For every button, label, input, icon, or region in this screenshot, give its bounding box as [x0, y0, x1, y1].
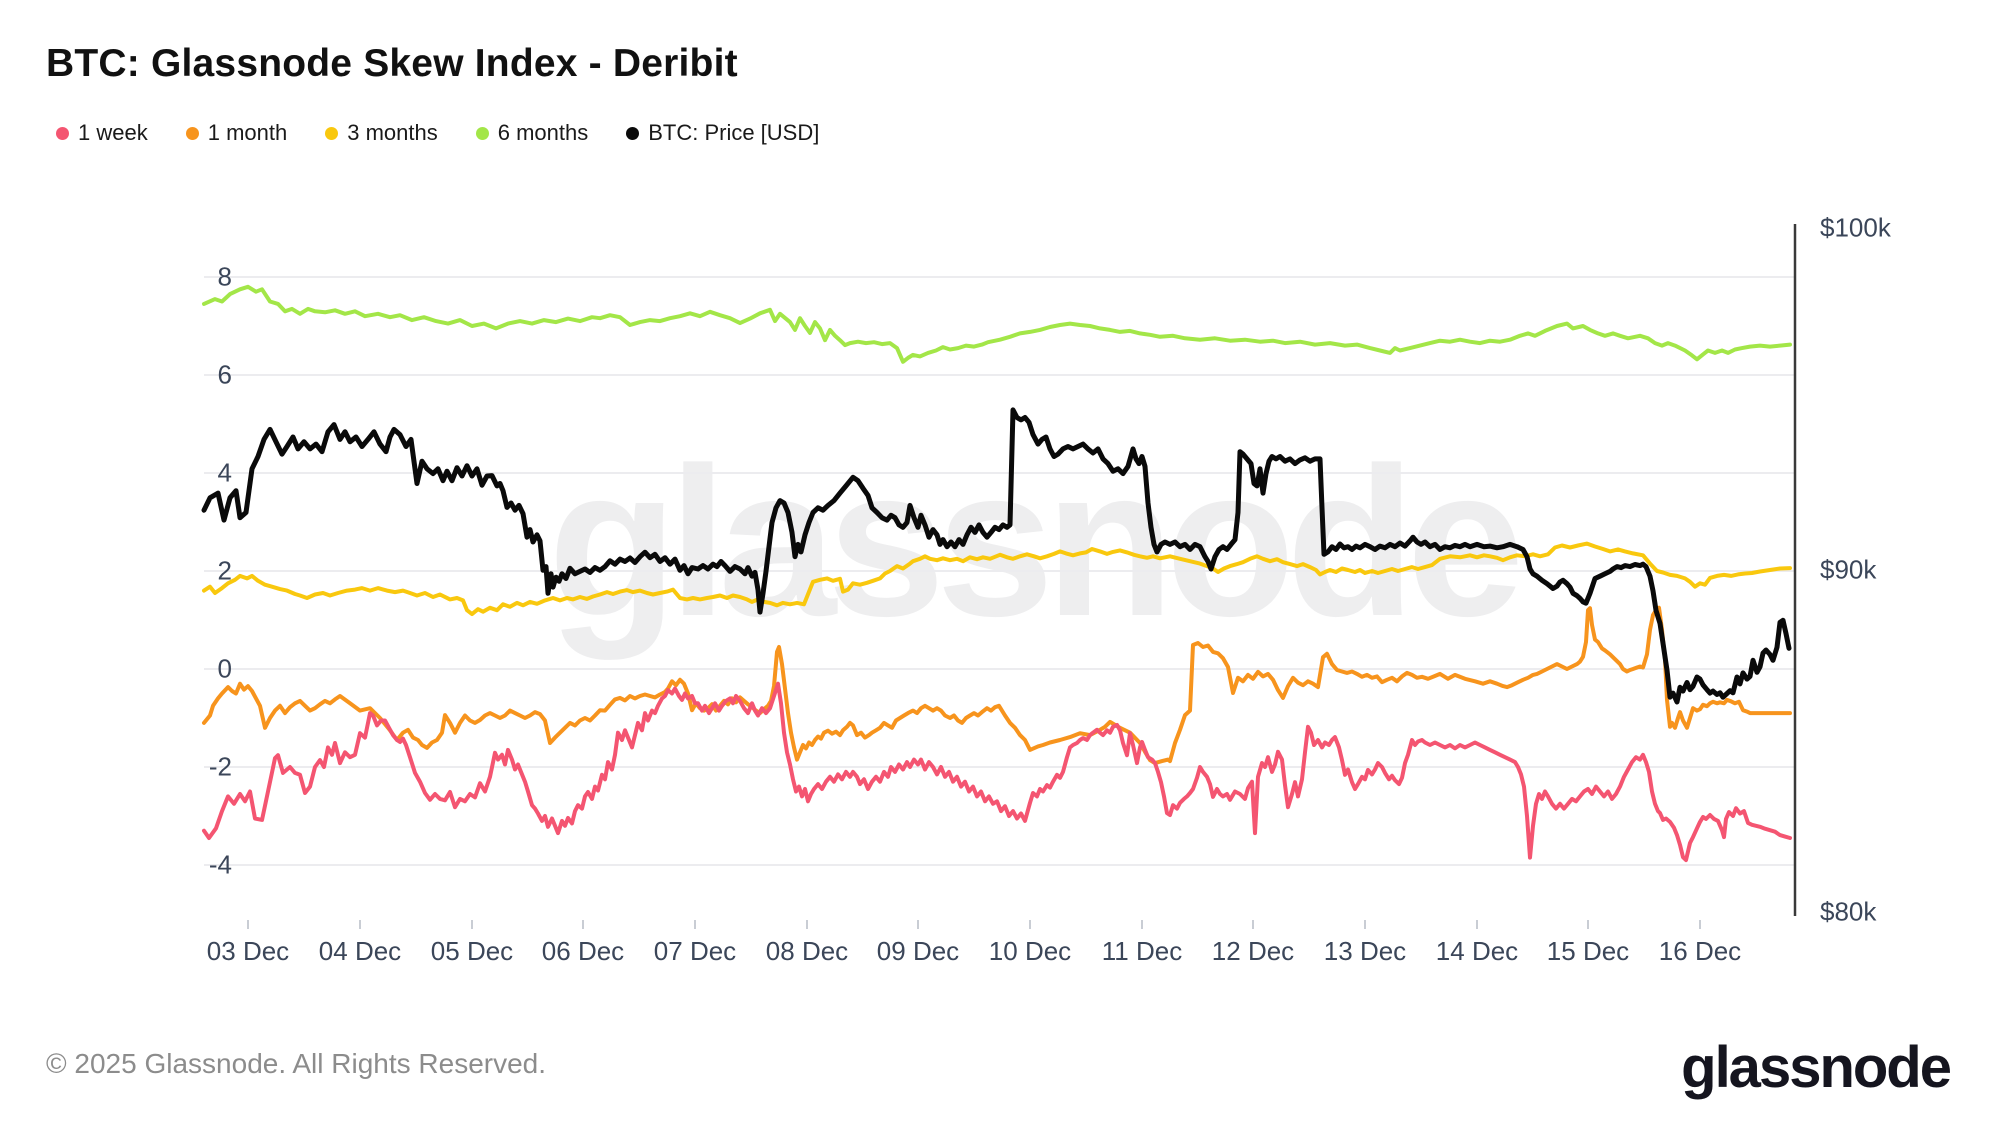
legend-item-1-month[interactable]: 1 month — [185, 120, 288, 146]
legend-dot — [475, 126, 489, 140]
x-tick-label: 11 Dec — [1101, 936, 1183, 966]
y-left-tick-label: 8 — [217, 261, 232, 292]
x-tick-label: 16 Dec — [1658, 936, 1742, 966]
x-tick-label: 03 Dec — [206, 936, 290, 966]
page-title: BTC: Glassnode Skew Index - Deribit — [46, 42, 738, 85]
legend-item-btc-price-usd-[interactable]: BTC: Price [USD] — [626, 120, 819, 146]
x-tick-label: 15 Dec — [1546, 936, 1630, 966]
series-line-btc-price-usd- — [201, 407, 1792, 705]
series-line-1-week — [202, 681, 1792, 863]
x-tick-label: 04 Dec — [318, 936, 402, 966]
y-right-tick-label: $100k — [1820, 212, 1891, 243]
x-tick-label: 05 Dec — [430, 936, 514, 966]
legend-label: 1 week — [78, 120, 148, 145]
x-tick-label: 14 Dec — [1435, 936, 1519, 966]
x-tick-label: 07 Dec — [653, 936, 737, 966]
x-tick-label: 10 Dec — [988, 936, 1072, 966]
legend-dot — [325, 126, 339, 140]
x-tick-label: 06 Dec — [541, 936, 625, 966]
chart-legend: 1 week 1 month 3 months 6 months BTC: Price … — [56, 120, 819, 146]
y-left-tick-label: 0 — [217, 653, 232, 684]
legend-dot — [626, 126, 640, 140]
legend-item-6-months[interactable]: 6 months — [475, 120, 589, 146]
legend-dot — [185, 126, 199, 140]
y-left-tick-label: 4 — [217, 457, 232, 488]
legend-label: BTC: Price [USD] — [648, 120, 820, 145]
legend-label: 3 months — [347, 120, 438, 145]
x-tick-label: 09 Dec — [876, 936, 960, 966]
y-left-tick-label: -2 — [208, 751, 232, 782]
glassnode-logo: glassnode — [1681, 1035, 1952, 1100]
x-tick-label: 08 Dec — [765, 936, 849, 966]
x-tick-label: 13 Dec — [1323, 936, 1407, 966]
y-right-tick-label: $90k — [1820, 554, 1877, 585]
legend-item-1-week[interactable]: 1 week — [56, 120, 148, 146]
series-line-6-months — [202, 284, 1792, 364]
footer-copyright: © 2025 Glassnode. All Rights Reserved. — [46, 1048, 547, 1079]
legend-label: 6 months — [497, 120, 589, 145]
y-left-tick-label: -4 — [208, 849, 232, 880]
series-line-1-month — [202, 605, 1792, 766]
legend-item-3-months[interactable]: 3 months — [325, 120, 438, 146]
legend-dot — [56, 126, 69, 140]
y-right-tick-label: $80k — [1820, 896, 1877, 927]
y-left-tick-label: 2 — [217, 555, 232, 586]
series-line-3-months — [202, 541, 1792, 617]
legend-label: 1 month — [207, 120, 288, 145]
y-left-tick-label: 6 — [217, 359, 232, 390]
x-tick-label: 12 Dec — [1211, 936, 1295, 966]
